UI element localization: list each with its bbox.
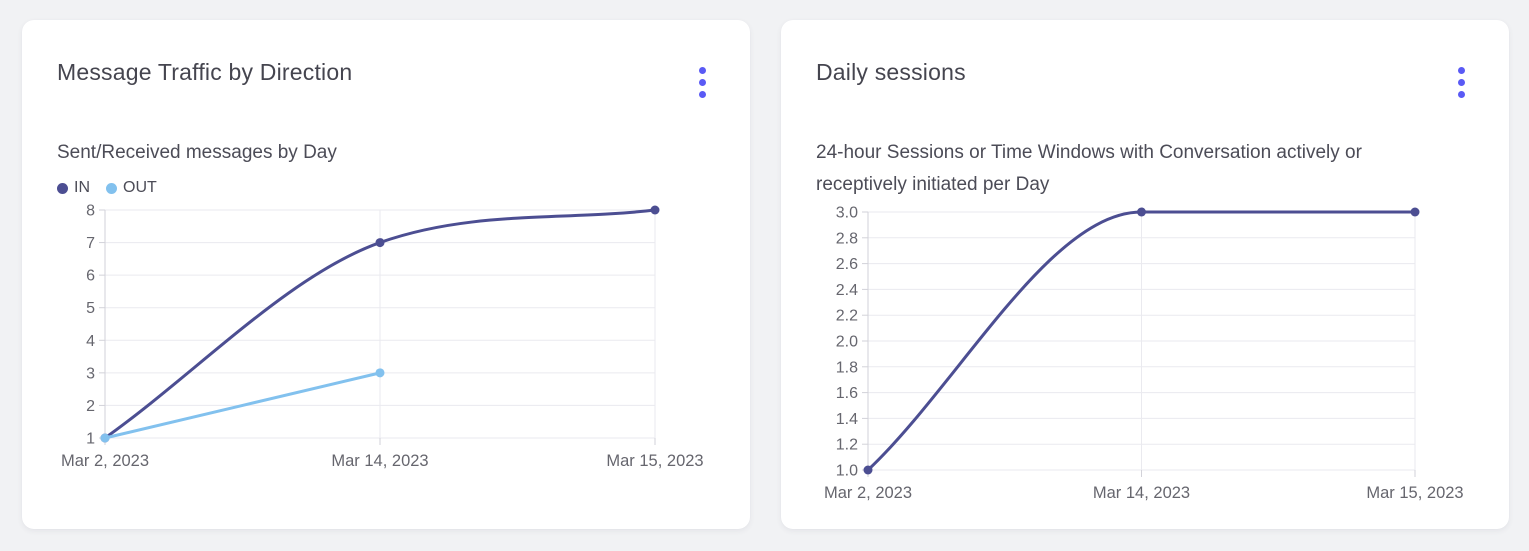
y-tick-label: 2.6 [836,256,858,273]
y-tick-label: 3.0 [836,205,858,222]
legend-swatch-in [57,182,68,194]
message-traffic-chart[interactable]: 1 2 3 4 5 6 7 8 Mar 2, 2023 Mar 14, 2023 Mar 15, 2… [57,202,707,478]
y-tick-label: 2.4 [836,282,858,299]
y-tick-label: 1.0 [836,463,858,480]
y-tick-label: 1 [86,431,95,448]
y-tick-label: 1.4 [836,411,858,428]
legend-item-out[interactable]: OUT [106,179,157,197]
x-tick-label: Mar 2, 2023 [61,452,149,470]
y-tick-label: 2.0 [836,334,858,351]
chart-legend: IN OUT [57,177,715,199]
data-point [100,433,110,443]
legend-label-in: IN [74,179,90,196]
data-point [375,238,385,248]
card-header: Daily sessions [816,58,1474,105]
kebab-dot [699,79,706,86]
card-title: Daily sessions [816,59,966,85]
x-tick-label: Mar 2, 2023 [824,484,912,502]
kebab-menu-icon[interactable] [1449,60,1474,105]
y-tick-label: 5 [86,300,95,317]
kebab-dot [1458,67,1465,74]
y-tick-label: 2.8 [836,230,858,247]
kebab-dot [1458,91,1465,98]
data-point [650,205,660,215]
y-tick-label: 4 [86,333,95,350]
x-tick-label: Mar 14, 2023 [331,452,428,470]
legend-item-in[interactable]: IN [57,179,90,197]
y-tick-label: 6 [86,268,95,285]
kebab-dot [699,91,706,98]
card-header: Message Traffic by Direction [57,58,715,105]
y-tick-label: 1.2 [836,437,858,454]
card-daily-sessions: Daily sessions 24-hour Sessions or Time … [781,20,1509,529]
data-point [375,368,385,378]
x-tick-label: Mar 14, 2023 [1093,484,1190,502]
legend-swatch-out [106,182,117,194]
kebab-dot [1458,79,1465,86]
card-subtitle: 24-hour Sessions or Time Windows with Co… [816,142,1362,195]
y-tick-label: 2.2 [836,308,858,325]
daily-sessions-chart[interactable]: 1.0 1.2 1.4 1.6 1.8 2.0 2.2 2.4 2.6 2.8 3.0 Mar 2, … [816,204,1466,506]
data-point [1137,207,1146,217]
y-tick-label: 2 [86,398,95,415]
x-tick-label: Mar 15, 2023 [606,452,703,470]
y-tick-label: 3 [86,365,95,382]
y-tick-label: 1.6 [836,385,858,402]
legend-label-out: OUT [123,179,157,196]
y-tick-label: 8 [86,203,95,220]
data-point [863,465,873,475]
data-point [1410,207,1420,217]
kebab-menu-icon[interactable] [690,60,715,105]
series-line [866,210,1417,472]
kebab-dot [699,67,706,74]
y-tick-label: 1.8 [836,359,858,376]
card-title: Message Traffic by Direction [57,59,353,85]
series-line [103,371,382,440]
card-message-traffic: Message Traffic by Direction Sent/Receiv… [22,20,750,529]
y-tick-label: 7 [86,235,95,252]
x-tick-label: Mar 15, 2023 [1366,484,1463,502]
card-subtitle: Sent/Received messages by Day [57,142,337,163]
